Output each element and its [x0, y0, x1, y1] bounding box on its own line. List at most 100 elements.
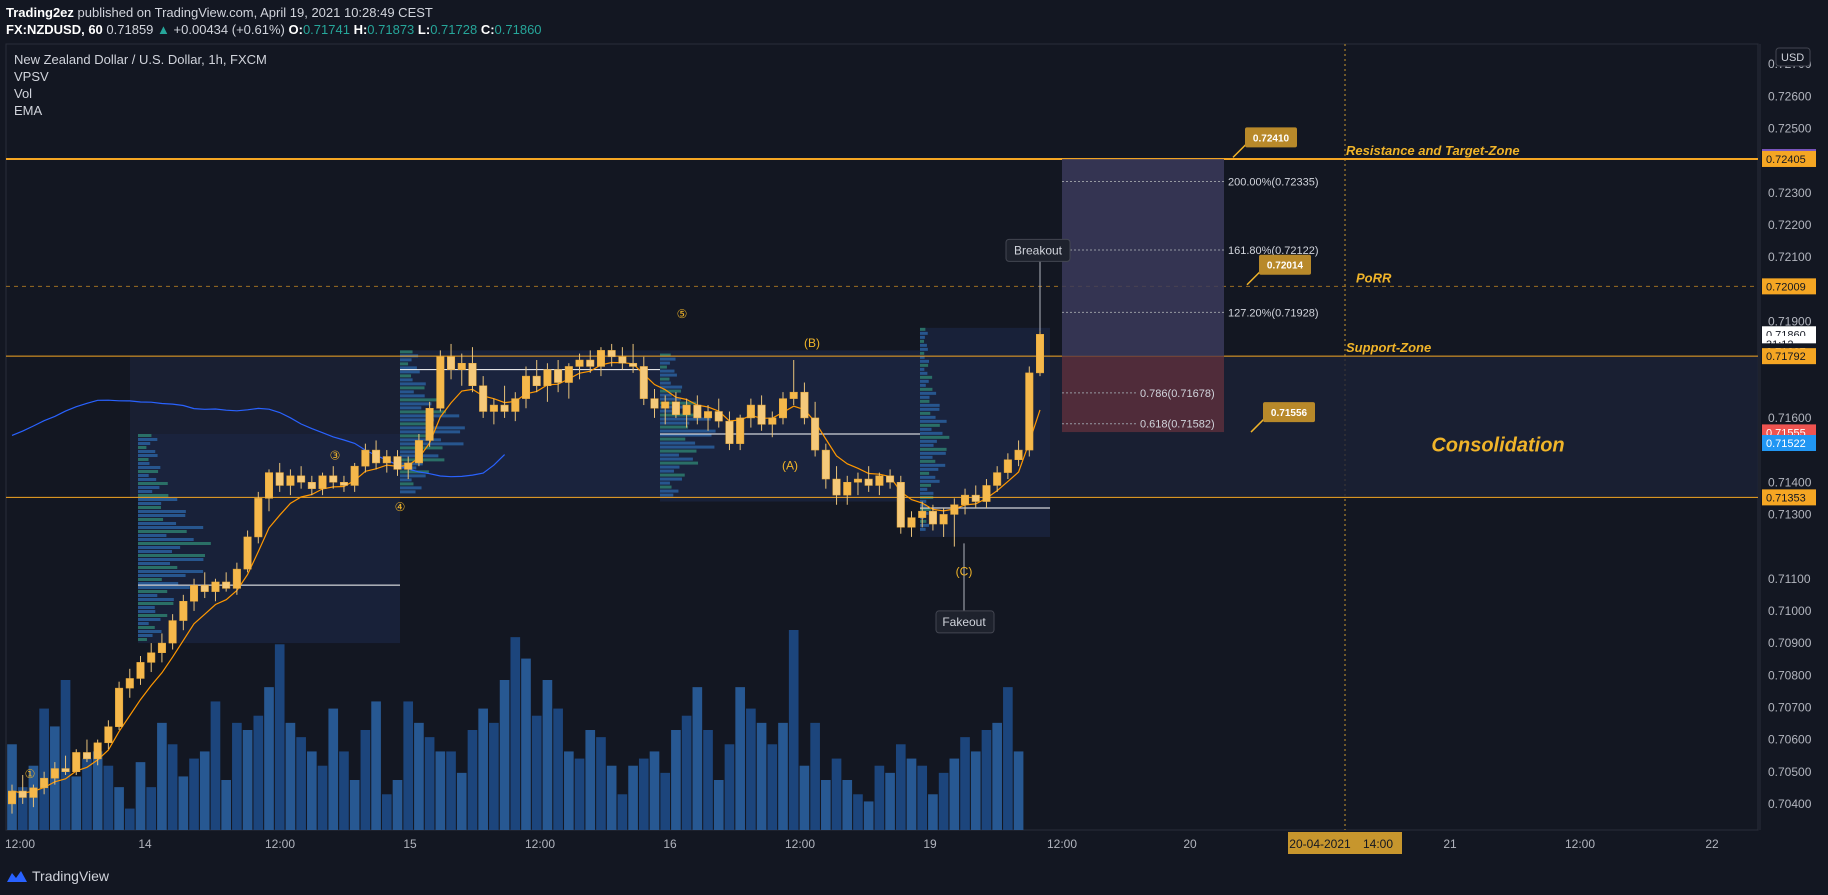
callout-badge: [1263, 402, 1315, 423]
y-tick-label: 0.72100: [1768, 250, 1812, 264]
vpsv-bar: [138, 478, 157, 481]
vpsv-bar: [138, 634, 153, 637]
vpsv-bar: [138, 514, 186, 517]
vpsv-bar: [138, 606, 155, 609]
candle-body: [61, 768, 70, 772]
candle-body: [329, 475, 338, 483]
currency-badge[interactable]: [1775, 47, 1811, 67]
vpsv-bar: [920, 443, 934, 447]
legend-indicator: Vol: [14, 86, 32, 101]
vpsv-bar: [920, 527, 926, 531]
volume-bar: [574, 758, 585, 830]
candle-body: [115, 687, 124, 727]
y-tick-label: 0.70900: [1768, 636, 1812, 650]
price-badge[interactable]: [1762, 150, 1816, 167]
vpsv-bar: [660, 365, 667, 369]
volume-bar: [810, 722, 820, 830]
candle-body: [864, 478, 873, 486]
vpsv-bar: [660, 373, 677, 377]
candle-body: [254, 498, 263, 538]
volume-bar: [424, 737, 435, 830]
candle-body: [350, 465, 359, 486]
tradingview-logo-icon: [7, 871, 27, 882]
volume-bar: [489, 722, 499, 830]
price-badge[interactable]: [1762, 278, 1816, 295]
vpsv-bar: [660, 429, 716, 433]
x-tick-label: 12:00: [525, 837, 555, 851]
volume-bar: [92, 751, 103, 830]
callout-pointer: [1250, 417, 1266, 433]
callout-label: 0.72410: [1253, 133, 1290, 144]
vpsv-bar: [920, 359, 930, 363]
vpsv-bar: [660, 485, 672, 489]
vpsv-bar: [920, 431, 943, 435]
vpsv-bar: [660, 441, 696, 445]
legend-indicator: EMA: [14, 103, 43, 118]
vpsv-bar: [138, 498, 178, 501]
candle-body: [757, 404, 766, 425]
y-tick-label: 0.72200: [1768, 218, 1812, 232]
candle-body: [72, 752, 81, 773]
volume-bar: [285, 722, 296, 830]
vpsv-bar: [400, 382, 426, 386]
vpsv-bar: [138, 506, 161, 509]
vpsv-bar: [138, 462, 150, 465]
vpsv-bar: [660, 421, 690, 425]
price-badge[interactable]: [1762, 489, 1816, 506]
vpsv-bar: [920, 339, 924, 343]
candle-body: [136, 662, 145, 679]
candle-body: [961, 494, 970, 506]
volume-bar: [863, 801, 874, 830]
candle-body: [147, 652, 156, 663]
candle-body: [468, 362, 477, 387]
candle-body: [971, 494, 980, 502]
y-tick-label: 0.71000: [1768, 604, 1812, 618]
breakout-label: Breakout: [1014, 243, 1063, 257]
volume-bar: [17, 787, 28, 830]
volume-bar: [724, 744, 735, 830]
candle-body: [896, 482, 905, 528]
vpsv-bar: [660, 469, 674, 473]
vpsv-bar: [138, 510, 186, 513]
price-badge[interactable]: [1762, 435, 1816, 452]
vpsv-bar: [660, 385, 683, 389]
vpsv-bar: [138, 566, 178, 569]
author-name[interactable]: Trading2ez: [6, 5, 74, 20]
volume-bar: [328, 708, 339, 830]
vpsv-bar: [138, 562, 170, 565]
candle-body: [575, 359, 584, 367]
volume-bar: [638, 758, 649, 830]
vpsv-bar: [920, 463, 946, 467]
volume-bar: [928, 794, 938, 830]
high-value: 0.71873: [367, 22, 415, 37]
y-tick-label: 0.71400: [1768, 475, 1812, 489]
vpsv-bar: [920, 399, 930, 403]
volume-bar: [628, 765, 638, 830]
time-cursor-label: 20-04-2021: [1289, 837, 1351, 851]
candle-body: [18, 790, 27, 798]
wave-label: (C): [956, 565, 973, 579]
callout-pointer: [1246, 270, 1262, 286]
level-label: PoRR: [1356, 270, 1392, 285]
vpsv-bar: [920, 395, 930, 399]
price-badge[interactable]: [1762, 348, 1816, 365]
vpsv-bar: [660, 437, 686, 441]
volume-bar: [349, 780, 360, 830]
candle-body: [40, 777, 49, 789]
candle-body: [746, 404, 755, 419]
vpsv-bar: [920, 383, 926, 387]
candle-body: [436, 356, 445, 409]
volume-bar: [414, 722, 424, 830]
vpsv-bar: [920, 327, 926, 331]
symbol-label[interactable]: FX:NZDUSD, 60: [6, 22, 103, 37]
vpsv-bar: [920, 491, 934, 495]
candle-body: [1036, 334, 1044, 374]
candle-body: [821, 449, 830, 480]
volume-bar: [274, 644, 285, 830]
volume-bar: [960, 737, 970, 830]
volume-bar: [906, 758, 917, 830]
footer-brand[interactable]: TradingView: [6, 868, 109, 884]
volume-bar: [39, 708, 49, 830]
vpsv-bar: [920, 471, 930, 475]
